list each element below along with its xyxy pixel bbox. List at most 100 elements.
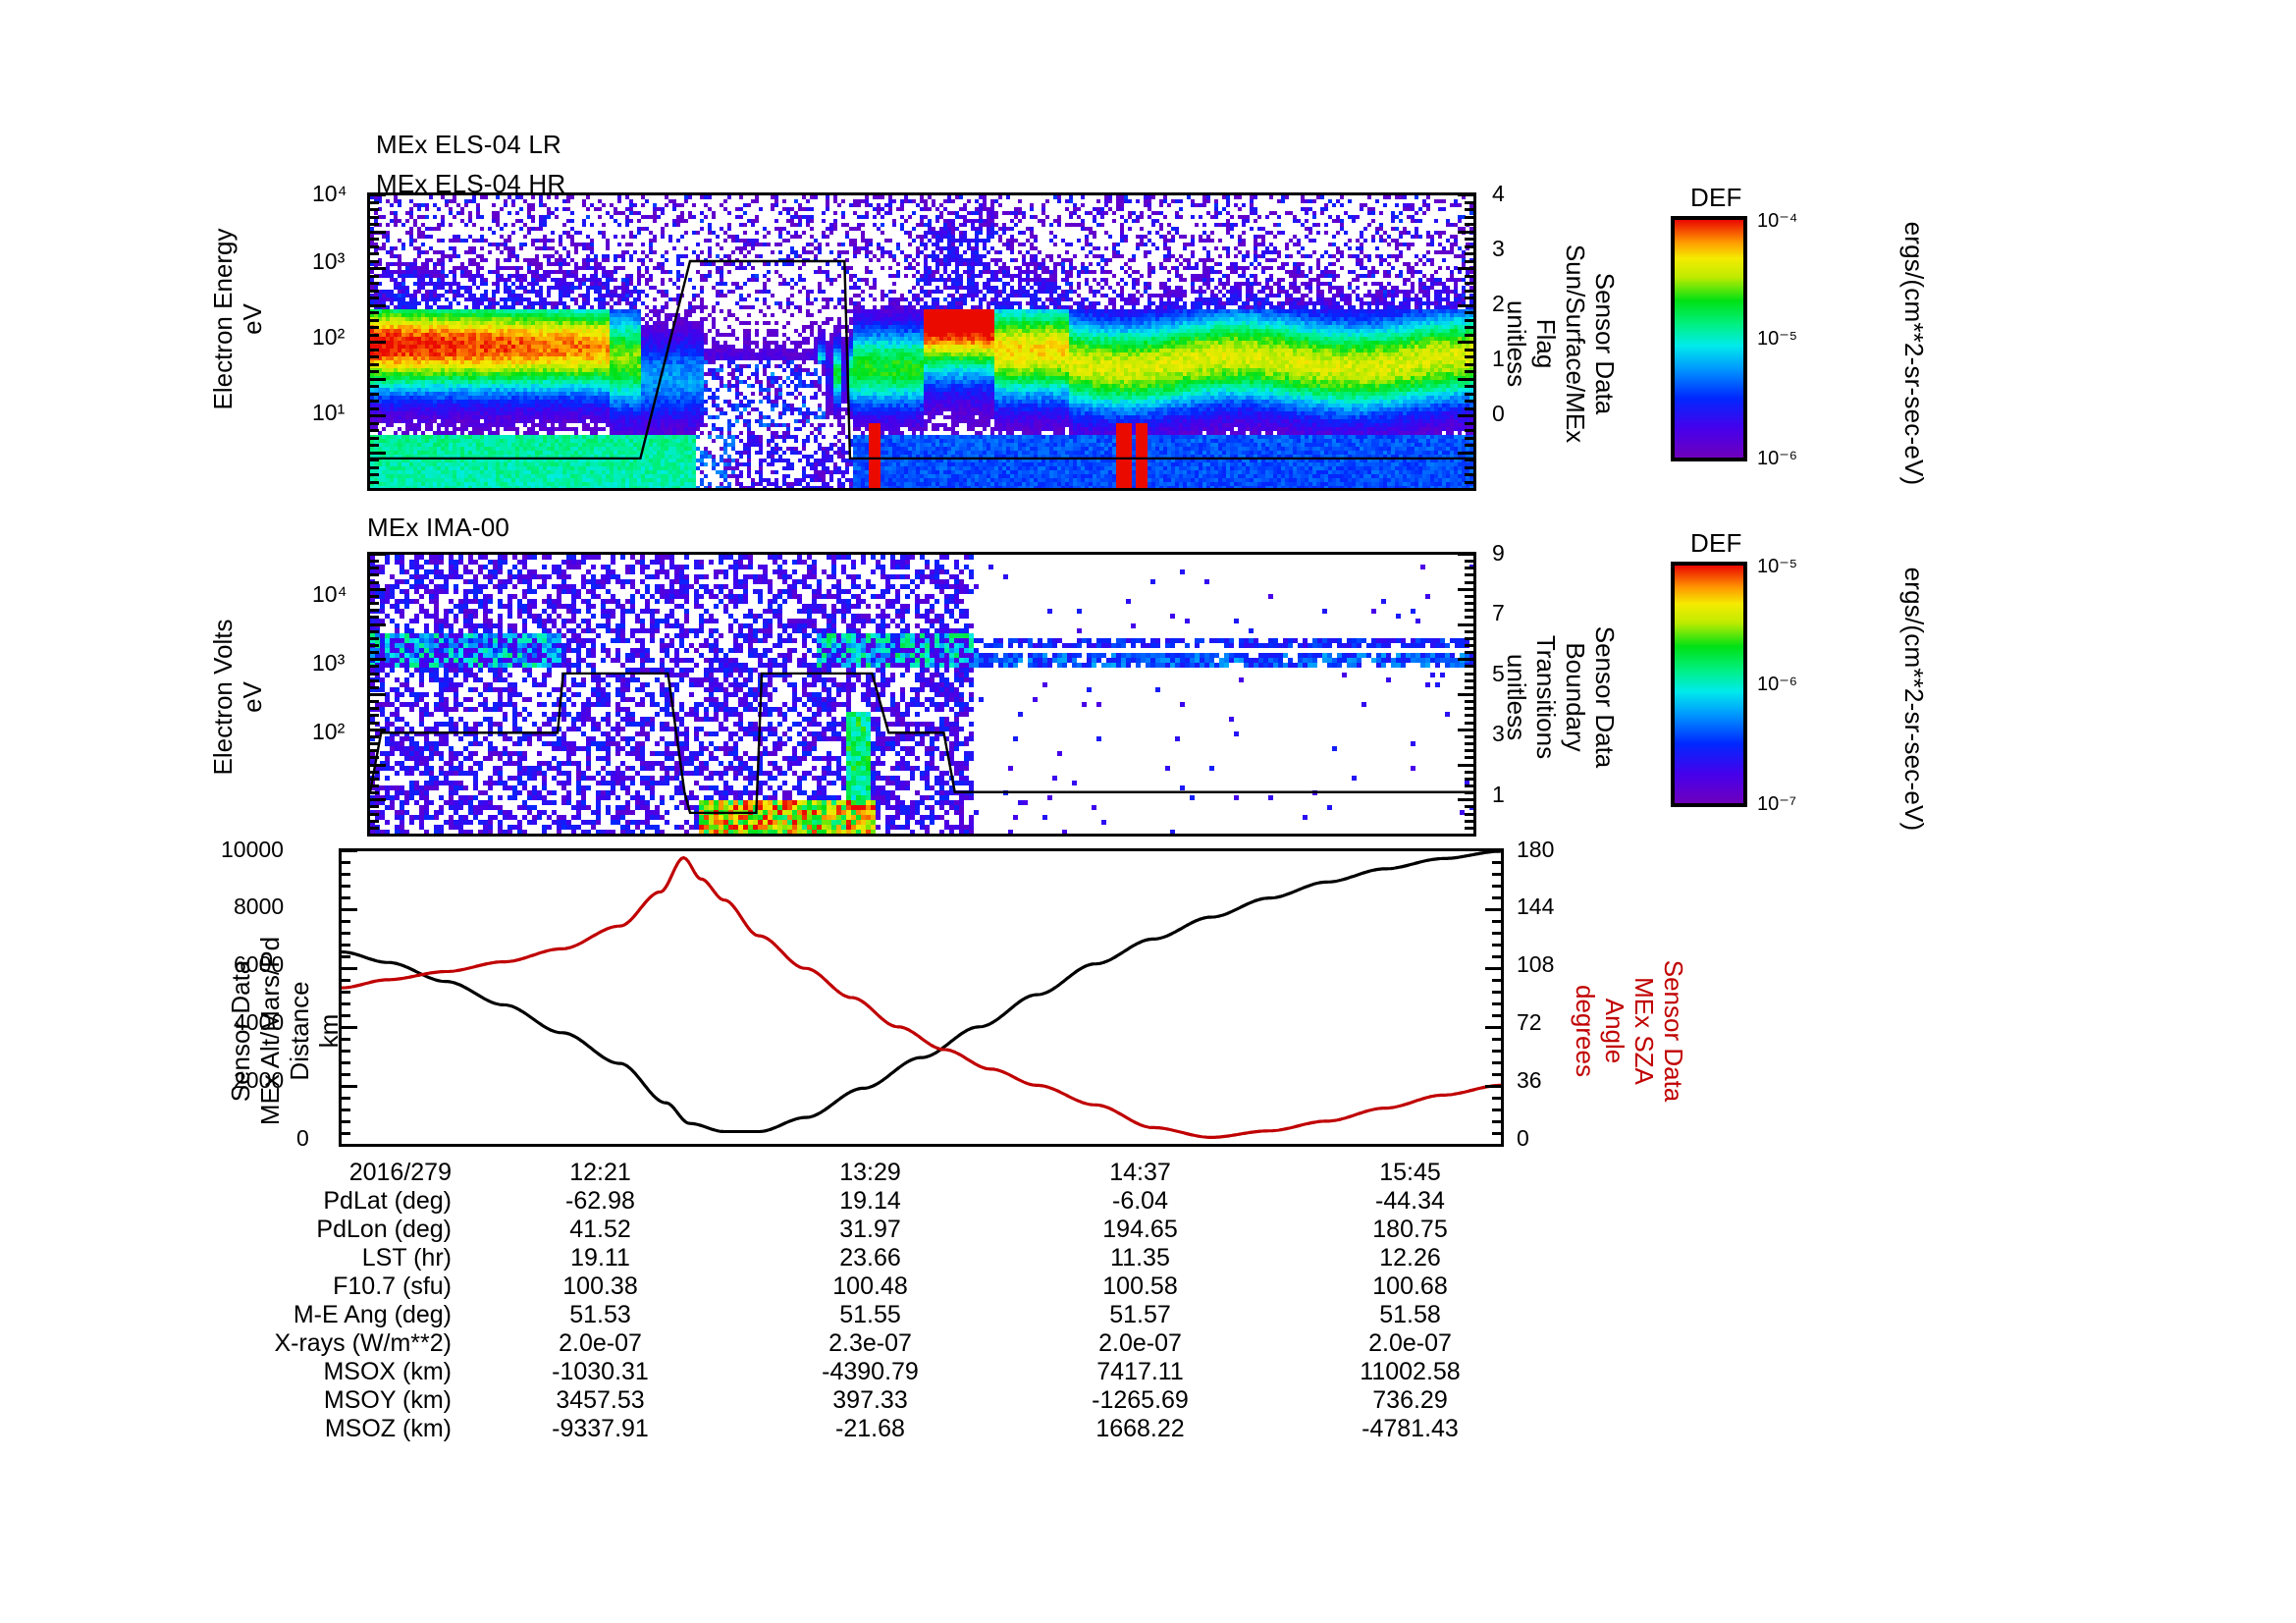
panel2-spectrogram-canvas[interactable] — [370, 555, 1473, 834]
axis-tick — [370, 230, 386, 234]
panel2-ytick-10e3: 10³ — [312, 650, 346, 676]
axis-tick — [370, 685, 379, 689]
panel3-rtick-72: 72 — [1517, 1009, 1542, 1035]
colorbar1-unit: ergs/(cm**2-sr-sec-eV) — [1899, 221, 1930, 486]
axis-tick — [370, 622, 386, 626]
axis-tick — [1465, 480, 1473, 484]
ephemeris-table: 2016/279 12:21 13:29 14:37 15:45 PdLat (deg) -… — [206, 1159, 1545, 1443]
axis-tick — [370, 362, 379, 366]
ephemeris-value: 100.48 — [832, 1272, 908, 1300]
axis-tick — [342, 908, 357, 911]
table-row: 2016/279 12:21 13:29 14:37 15:45 — [206, 1159, 1545, 1187]
axis-tick — [1465, 436, 1473, 440]
colorbar2-label-bottom: 10⁻⁷ — [1757, 793, 1797, 815]
panel3-ylabel-right: Sensor Data MEx SZA Angle degrees — [1463, 884, 1796, 1178]
axis-tick — [1465, 749, 1473, 753]
axis-tick — [370, 392, 379, 396]
axis-tick — [1458, 834, 1473, 837]
axis-tick — [1465, 651, 1473, 655]
axis-tick — [1492, 944, 1501, 947]
axis-tick — [370, 282, 379, 285]
axis-tick — [1465, 742, 1473, 746]
axis-tick — [342, 944, 350, 947]
axis-tick — [342, 920, 350, 923]
panel1-rlabel-line4: unitless — [1502, 299, 1531, 388]
panel2-rtick-7: 7 — [1492, 600, 1505, 625]
axis-tick — [370, 819, 379, 823]
panel1-plot-frame[interactable] — [367, 192, 1476, 491]
axis-tick — [1465, 777, 1473, 781]
axis-tick — [370, 826, 379, 830]
colorbar2-label-top: 10⁻⁵ — [1757, 556, 1798, 577]
axis-tick — [370, 629, 379, 633]
ephemeris-value: 23.66 — [839, 1244, 901, 1271]
axis-tick — [1492, 1109, 1501, 1111]
axis-tick — [1465, 400, 1473, 403]
axis-tick — [370, 742, 379, 746]
axis-tick — [1465, 629, 1473, 633]
axis-tick — [1492, 1014, 1501, 1017]
panel3-plot-frame[interactable] — [339, 848, 1504, 1147]
ephemeris-value: 2.0e-07 — [559, 1329, 642, 1357]
ephemeris-value: 100.68 — [1372, 1272, 1448, 1300]
axis-tick — [1465, 238, 1473, 241]
axis-tick — [370, 311, 379, 314]
axis-tick — [370, 267, 386, 270]
axis-tick — [370, 721, 379, 725]
axis-tick — [370, 714, 379, 718]
ephemeris-value: 13:29 — [839, 1159, 901, 1186]
ephemeris-value: 100.58 — [1102, 1272, 1178, 1300]
ephemeris-value: -1265.69 — [1092, 1386, 1189, 1414]
axis-tick — [370, 678, 379, 682]
axis-tick — [1492, 1061, 1501, 1064]
axis-tick — [1465, 370, 1473, 373]
axis-tick — [1465, 244, 1473, 248]
ephemeris-value: -4390.79 — [822, 1358, 919, 1385]
panel1-spectrogram-canvas[interactable] — [370, 195, 1473, 488]
axis-tick — [1465, 421, 1473, 425]
axis-tick — [370, 215, 379, 219]
table-row: PdLat (deg) -62.98 19.14 -6.04 -44.34 — [206, 1187, 1545, 1216]
axis-tick — [1465, 333, 1473, 337]
panel1-rlabel-line1: Sensor Data — [1590, 272, 1620, 415]
panel2-ytick-10e2: 10² — [312, 719, 346, 744]
panel3-rtick-36: 36 — [1517, 1067, 1542, 1093]
axis-tick — [342, 861, 350, 864]
axis-tick — [1465, 465, 1473, 469]
ephemeris-value: -1030.31 — [552, 1358, 649, 1385]
ephemeris-value: 194.65 — [1102, 1216, 1178, 1243]
axis-tick — [370, 665, 379, 669]
panel3-rlabel-line3: Angle — [1600, 998, 1629, 1064]
axis-tick — [1465, 473, 1473, 476]
ephemeris-row-label: PdLon (deg) — [316, 1216, 452, 1243]
ephemeris-value: 41.52 — [569, 1216, 631, 1243]
axis-tick — [1465, 616, 1473, 620]
colorbar1-label-mid: 10⁻⁵ — [1757, 328, 1798, 350]
axis-tick — [1492, 920, 1501, 923]
axis-tick — [370, 341, 386, 344]
axis-tick — [1458, 798, 1473, 802]
axis-tick — [1492, 873, 1501, 876]
axis-tick — [1492, 979, 1501, 982]
panel3-line-canvas[interactable] — [342, 851, 1501, 1144]
ephemeris-value: 31.97 — [839, 1216, 901, 1243]
axis-tick — [370, 377, 386, 381]
axis-tick — [1465, 274, 1473, 278]
axis-tick — [370, 812, 379, 816]
axis-tick — [1465, 784, 1473, 787]
axis-tick — [342, 1014, 350, 1017]
axis-tick — [1465, 609, 1473, 613]
colorbar2[interactable] — [1671, 562, 1747, 807]
axis-tick — [1492, 1038, 1501, 1041]
panel2-rtick-5: 5 — [1492, 661, 1505, 686]
panel2-plot-frame[interactable] — [367, 552, 1476, 837]
ephemeris-row-label: X-rays (W/m**2) — [274, 1329, 452, 1357]
axis-tick — [370, 560, 379, 564]
ephemeris-value: 7417.11 — [1096, 1358, 1184, 1385]
colorbar1[interactable] — [1671, 216, 1747, 461]
axis-tick — [370, 252, 379, 255]
colorbar2-gradient — [1675, 566, 1743, 803]
axis-tick — [370, 414, 386, 417]
axis-tick — [1458, 341, 1473, 344]
axis-tick — [370, 700, 379, 704]
